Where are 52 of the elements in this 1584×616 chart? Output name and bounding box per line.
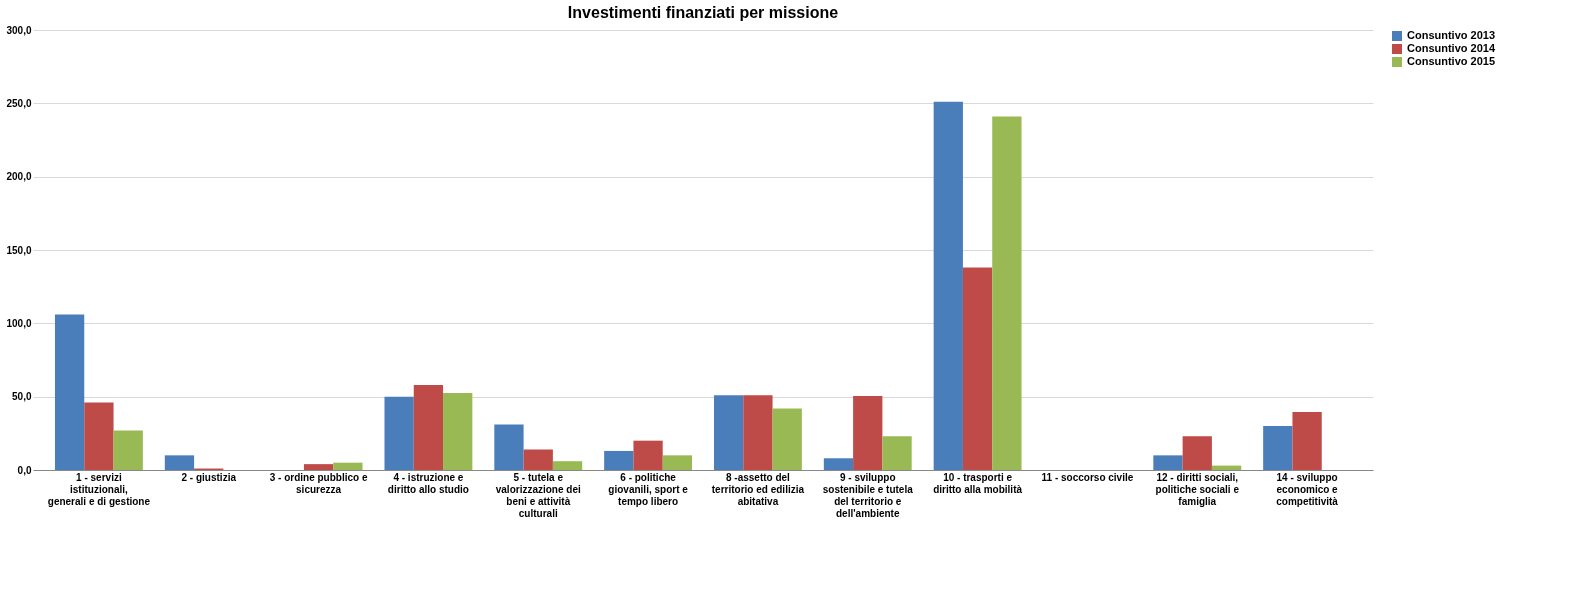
y-tick-label: 150,0 xyxy=(6,244,32,256)
bar xyxy=(1153,455,1183,470)
x-tick-label: 6 - politiche giovanili, sport e tempo libero xyxy=(608,471,689,507)
bar xyxy=(933,101,963,470)
bar xyxy=(1211,465,1242,470)
y-tick-label: 250,0 xyxy=(6,97,32,109)
legend-label: Consuntivo 2013 xyxy=(1407,29,1496,41)
bar xyxy=(713,395,744,470)
x-tick-label: 4 - istruzione e diritto allo studio xyxy=(387,471,469,495)
bar xyxy=(303,464,334,470)
bar xyxy=(1182,436,1212,470)
bar xyxy=(333,462,363,470)
chart-title: Investimenti finanziati per missione xyxy=(567,4,839,21)
x-tick-label: 11 - soccorso civile xyxy=(1041,471,1134,483)
bar xyxy=(772,408,802,470)
legend-label: Consuntivo 2015 xyxy=(1407,55,1496,67)
bar xyxy=(962,267,993,470)
bar xyxy=(113,430,143,470)
bar xyxy=(633,440,663,470)
bar xyxy=(662,455,693,470)
y-tick-label: 0,0 xyxy=(17,464,32,476)
bar xyxy=(54,314,85,470)
x-tick-label: 10 - trasporti e diritto alla mobilità xyxy=(933,471,1023,495)
x-tick-label: 3 - ordine pubblico e sicurezza xyxy=(269,471,368,495)
x-tick-label: 12 - diritti sociali, politiche sociali e famiglia xyxy=(1155,471,1240,507)
bar xyxy=(443,393,473,470)
x-tick-label: 14 - sviluppo economico e competitività xyxy=(1276,471,1339,507)
x-tick-label: 1 - servizi istituzionali, generali e di gestione xyxy=(47,471,151,507)
bar xyxy=(494,424,524,470)
bar xyxy=(743,395,773,470)
bar xyxy=(1263,426,1293,470)
bar xyxy=(384,396,414,470)
bar xyxy=(604,450,634,470)
legend-label: Consuntivo 2014 xyxy=(1407,42,1496,54)
bar xyxy=(552,461,583,470)
bar xyxy=(84,402,114,470)
x-tick-label: 2 - giustizia xyxy=(181,471,237,483)
bar xyxy=(882,436,912,470)
y-tick-label: 200,0 xyxy=(6,171,32,183)
y-tick-label: 300,0 xyxy=(6,24,32,36)
y-tick-label: 50,0 xyxy=(12,391,32,403)
bar xyxy=(164,455,195,470)
bar xyxy=(823,458,854,470)
x-tick-label: 9 - sviluppo sostenibile e tutela del territorio e dell'ambiente xyxy=(822,471,914,519)
bar xyxy=(1292,412,1322,470)
bar xyxy=(992,116,1022,470)
x-tick-label: 8 -assetto del territorio ed edilizia abitativa xyxy=(711,471,805,507)
bar xyxy=(853,395,883,470)
bar xyxy=(523,449,553,470)
bar xyxy=(413,384,444,470)
y-tick-label: 100,0 xyxy=(6,317,32,329)
x-tick-label: 5 - tutela e valorizzazione dei beni e attività culturali xyxy=(495,471,581,519)
